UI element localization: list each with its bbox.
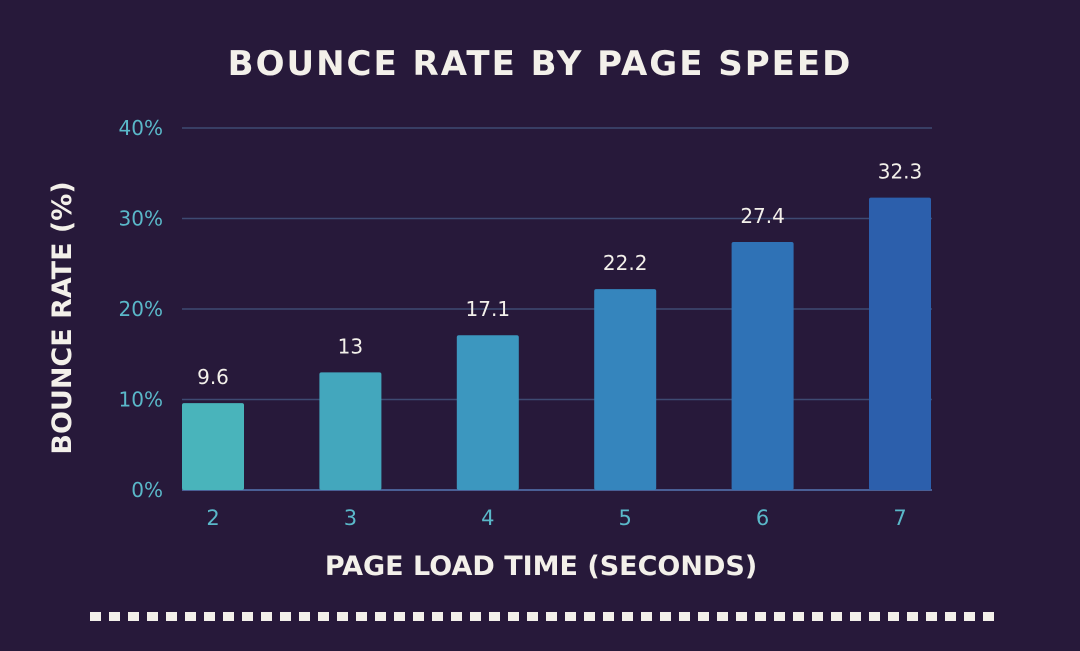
bar-value-label: 32.3 (878, 160, 923, 184)
bar (319, 372, 382, 490)
y-tick-label: 30% (119, 207, 163, 231)
bar-value-label: 9.6 (197, 365, 229, 389)
y-tick-label: 10% (119, 388, 163, 412)
y-axis-ticks: 0% 10% 20% 30% 40% (119, 116, 163, 502)
dotted-divider (90, 612, 996, 621)
x-tick-label: 2 (206, 506, 219, 530)
bar-value-label: 22.2 (603, 251, 648, 275)
x-axis-title: PAGE LOAD TIME (SECONDS) (325, 551, 757, 582)
bar (594, 289, 657, 490)
bar (731, 242, 794, 490)
x-tick-label: 6 (756, 506, 769, 530)
chart-title: BOUNCE RATE BY PAGE SPEED (227, 44, 853, 84)
bar (182, 403, 244, 490)
y-tick-label: 40% (119, 116, 163, 140)
gridlines (182, 127, 932, 491)
bar-value-label: 17.1 (466, 297, 511, 321)
x-tick-label: 3 (344, 506, 357, 530)
bar (869, 197, 931, 490)
bar-value-label: 13 (338, 334, 363, 358)
x-tick-label: 4 (481, 506, 494, 530)
y-tick-label: 0% (131, 478, 163, 502)
bar (456, 335, 519, 490)
x-tick-label: 5 (619, 506, 632, 530)
y-axis-title: BOUNCE RATE (%) (47, 181, 78, 454)
bar-value-label: 27.4 (740, 204, 785, 228)
value-labels: 9.6 13 17.1 22.2 27.4 32.3 (197, 160, 922, 389)
x-axis-ticks: 2 3 4 5 6 7 (206, 506, 906, 530)
y-tick-label: 20% (119, 297, 163, 321)
bars (182, 197, 931, 490)
x-tick-label: 7 (893, 506, 906, 530)
